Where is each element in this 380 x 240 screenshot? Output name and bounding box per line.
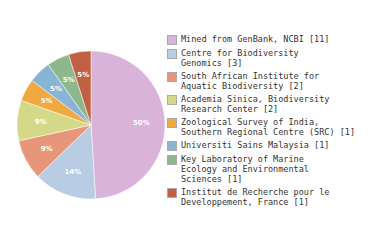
html-text:Centre for Biodiversity Genomi: Centre for Biodiversity Genomics [3]	[181, 47, 299, 68]
svg-text:5%: 5%	[77, 71, 89, 79]
html-text:Mined from GenBank, NCBI [11]: Mined from GenBank, NCBI [11]	[181, 33, 330, 44]
svg-text:50%: 50%	[133, 119, 150, 127]
html-text:Zoological Survey of India, So: Zoological Survey of India, Southern Reg…	[181, 116, 355, 137]
svg-text:14%: 14%	[64, 168, 81, 176]
html-text:Institut de Recherche pour le: Institut de Recherche pour le Developpem…	[181, 186, 330, 207]
html-text:Academia Sinica, Biodiversity: Academia Sinica, Biodiversity Research C…	[181, 93, 330, 114]
svg-text:5%: 5%	[41, 97, 53, 105]
svg-text:5%: 5%	[63, 76, 75, 84]
svg-text:9%: 9%	[41, 145, 53, 153]
svg-text:9%: 9%	[35, 118, 47, 126]
html-text:South African Institute for Aq: South African Institute for Aquatic Biod…	[181, 70, 320, 91]
svg-text:5%: 5%	[50, 85, 62, 93]
html-text:Key Laboratory of Marine Ecolo: Key Laboratory of Marine Ecology and Env…	[181, 153, 309, 184]
html-text:Universiti Sains Malaysia [1]: Universiti Sains Malaysia [1]	[181, 139, 330, 150]
